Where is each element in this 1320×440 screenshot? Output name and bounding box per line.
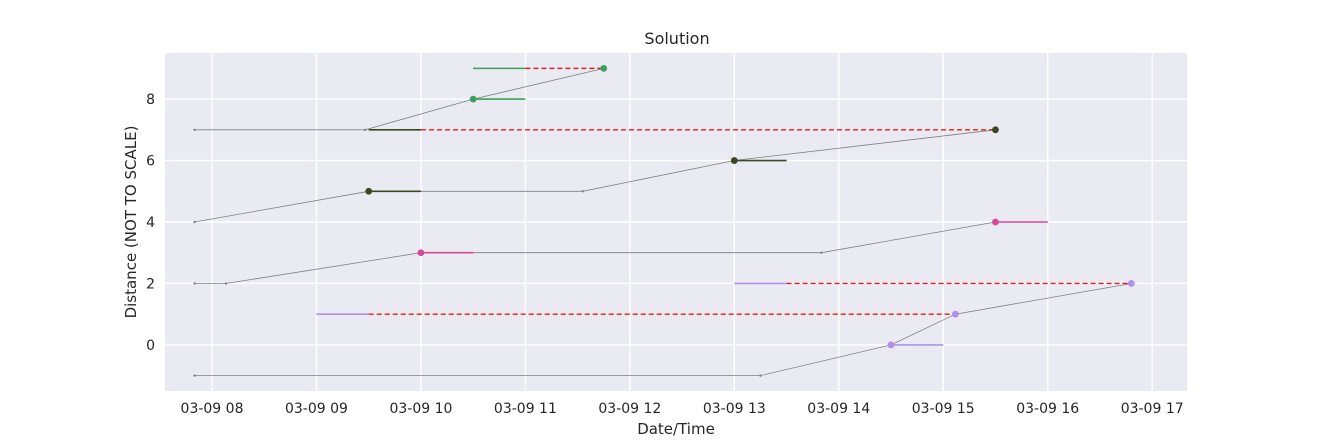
depot-marker [820, 251, 823, 254]
route-line [194, 68, 604, 131]
x-tick-label: 03-09 14 [807, 401, 870, 417]
depot-marker [224, 282, 228, 285]
stop-marker [417, 249, 425, 257]
stop-marker [730, 157, 738, 164]
x-tick-label: 03-09 13 [703, 401, 766, 417]
x-tick-label: 03-09 17 [1121, 401, 1184, 417]
y-tick-label: 2 [146, 276, 155, 292]
depot-marker [759, 374, 762, 377]
time-windows [316, 67, 1048, 346]
y-tick-label: 6 [146, 154, 155, 170]
x-tick-label: 03-09 10 [389, 401, 452, 417]
stop-marker [365, 187, 373, 195]
late-segments [368, 67, 1132, 315]
stop-marker [887, 341, 895, 349]
x-axis-label: Date/Time [637, 420, 715, 438]
stop-marker [1127, 280, 1135, 287]
stop-marker [992, 218, 999, 226]
stop-marker [600, 64, 608, 72]
y-axis-label: Distance (NOT TO SCALE) [122, 126, 140, 319]
grid [165, 53, 1187, 391]
stop-marker [952, 310, 959, 318]
x-tick-label: 03-09 09 [285, 401, 348, 417]
x-tick-label: 03-09 15 [912, 401, 975, 417]
depot-marker [193, 220, 196, 224]
depot-marker [193, 282, 196, 285]
stop-marker [469, 95, 477, 103]
y-tick-labels: 0 2 4 6 8 [146, 92, 155, 354]
x-tick-labels: 03-09 08 03-09 09 03-09 10 03-09 11 03-09 12… [181, 401, 1184, 417]
depot-marker [364, 128, 367, 132]
x-tick-label: 03-09 11 [494, 401, 557, 417]
depot-marker [193, 128, 196, 132]
x-tick-label: 03-09 16 [1016, 401, 1079, 417]
depot-markers [193, 128, 823, 377]
depot-marker [581, 190, 585, 193]
x-tick-label: 03-09 12 [598, 401, 661, 417]
stop-markers [365, 64, 1135, 349]
x-tick-label: 03-09 08 [181, 401, 244, 417]
y-tick-label: 8 [146, 92, 155, 108]
stop-marker [992, 126, 999, 134]
depot-marker [193, 374, 196, 377]
y-tick-label: 0 [146, 338, 155, 354]
chart-title: Solution [644, 29, 709, 48]
y-tick-label: 4 [146, 215, 155, 231]
